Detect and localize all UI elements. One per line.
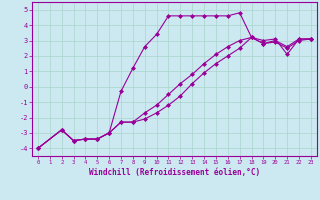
X-axis label: Windchill (Refroidissement éolien,°C): Windchill (Refroidissement éolien,°C): [89, 168, 260, 177]
